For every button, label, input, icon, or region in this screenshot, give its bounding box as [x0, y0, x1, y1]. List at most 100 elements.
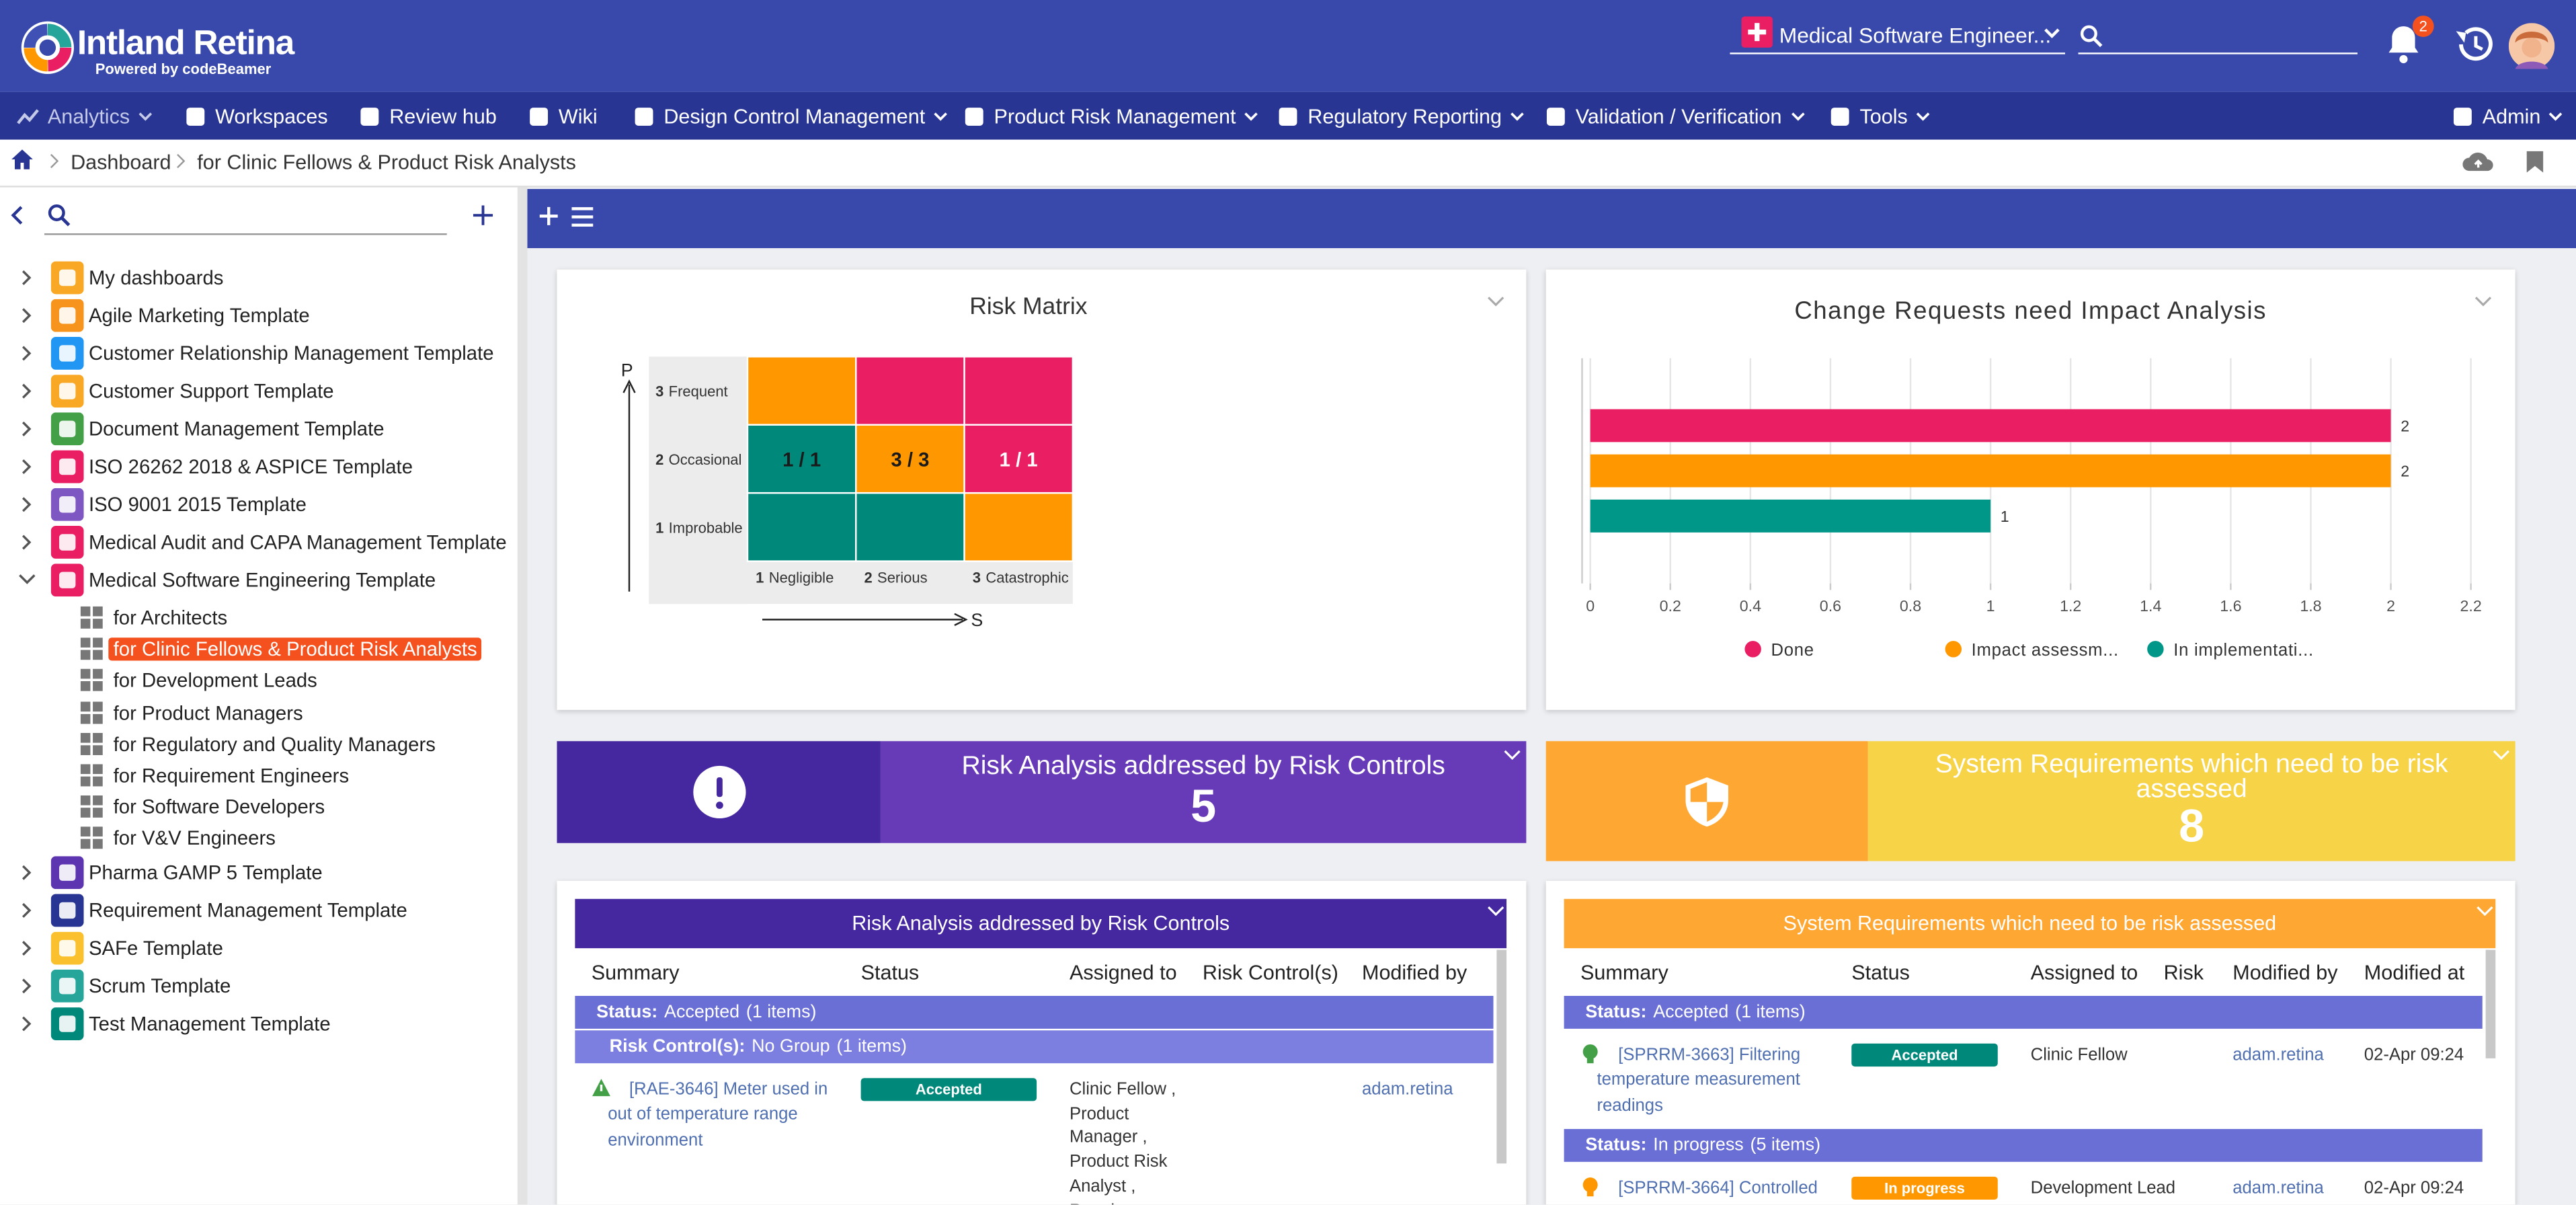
avatar[interactable]: [2508, 23, 2555, 69]
tree-item[interactable]: My dashboards: [88, 266, 224, 290]
search-icon[interactable]: [2080, 25, 2103, 48]
axis-label: S: [971, 610, 983, 630]
tree-item[interactable]: ISO 9001 2015 Template: [88, 493, 307, 516]
tree-item[interactable]: Medical Audit and CAPA Management Templa…: [88, 531, 507, 554]
home-icon[interactable]: [10, 148, 35, 171]
add-button[interactable]: [473, 205, 493, 225]
matrix-cell[interactable]: [855, 492, 965, 562]
collapse-button[interactable]: [10, 205, 25, 225]
bookmark-icon[interactable]: [2525, 149, 2544, 174]
group-row[interactable]: Risk Control(s): No Group (1 items): [575, 1030, 1494, 1064]
legend-swatch: [2147, 641, 2164, 658]
nav-item[interactable]: Analytics: [16, 104, 153, 130]
widget-menu[interactable]: [2476, 906, 2494, 919]
nav-item[interactable]: Workspaces: [184, 104, 328, 130]
bar[interactable]: [1590, 499, 1991, 533]
modified-by[interactable]: adam.retina: [2232, 1045, 2324, 1065]
item-link[interactable]: [RAE-3646] Meter used in out of temperat…: [608, 1079, 828, 1150]
icon-shape: [58, 458, 76, 475]
tree-item[interactable]: for Software Developers: [113, 795, 325, 819]
legend-label[interactable]: In implementati...: [2173, 641, 2314, 660]
tree-item[interactable]: ISO 26262 2018 & ASPICE Template: [88, 455, 413, 479]
tree-item[interactable]: Document Management Template: [88, 417, 385, 440]
tree-item-selected[interactable]: for Clinic Fellows & Product Risk Analys…: [108, 637, 483, 661]
expand-toggle[interactable]: [18, 572, 36, 588]
tree-item[interactable]: for Requirement Engineers: [113, 764, 350, 787]
matrix-cell[interactable]: [963, 356, 1074, 426]
expand-toggle[interactable]: [18, 941, 36, 957]
widget-menu[interactable]: [2474, 296, 2493, 309]
expand-toggle[interactable]: [18, 978, 36, 995]
expand-toggle[interactable]: [18, 534, 36, 550]
widget-menu[interactable]: [1503, 749, 1521, 763]
item-link[interactable]: [SPRRM-3663] Filtering temperature measu…: [1597, 1045, 1801, 1116]
nav-item[interactable]: Regulatory Reporting: [1277, 104, 1525, 130]
project-selector[interactable]: Medical Software Engineer...: [1779, 23, 2052, 48]
tree-item[interactable]: Requirement Management Template: [88, 899, 407, 923]
splitter[interactable]: [517, 187, 528, 1205]
icon-shape: [58, 345, 76, 362]
nav-item[interactable]: Validation / Verification: [1544, 104, 1804, 130]
search-underline[interactable]: [44, 233, 447, 235]
bar[interactable]: [1590, 409, 2391, 442]
widget-menu[interactable]: [2492, 749, 2510, 763]
nav-item[interactable]: Review hub: [358, 104, 497, 130]
toolbar-icons[interactable]: [539, 205, 605, 228]
nav-item[interactable]: Wiki: [527, 104, 598, 130]
expand-toggle[interactable]: [18, 421, 36, 437]
matrix-cell[interactable]: [963, 424, 1074, 494]
tree-item[interactable]: Medical Software Engineering Template: [88, 568, 436, 592]
tree-item[interactable]: for Architects: [113, 606, 228, 630]
dashboard-icon: [80, 764, 103, 787]
group-row[interactable]: Status: Accepted (1 items): [575, 996, 1494, 1029]
icon-shape: [80, 732, 91, 743]
history-icon[interactable]: [2453, 23, 2496, 66]
expand-toggle[interactable]: [18, 1016, 36, 1032]
tree-item[interactable]: Customer Support Template: [88, 379, 334, 403]
tree-item[interactable]: Agile Marketing Template: [88, 304, 310, 327]
nav-item[interactable]: Design Control Management: [633, 104, 949, 130]
legend-label[interactable]: Impact assessm...: [1972, 641, 2119, 660]
tree-item[interactable]: Scrum Template: [88, 975, 231, 999]
nav-item[interactable]: Tools: [1828, 104, 1931, 130]
nav-label: Validation / Verification: [1575, 105, 1782, 128]
tree-item[interactable]: Pharma GAMP 5 Template: [88, 861, 323, 885]
modified-by[interactable]: adam.retina: [2232, 1178, 2324, 1198]
search-underline[interactable]: [2078, 52, 2358, 54]
icon-shape: [1488, 906, 1504, 917]
upload-icon[interactable]: [2462, 149, 2493, 172]
expand-toggle[interactable]: [18, 270, 36, 286]
expand-toggle[interactable]: [18, 865, 36, 881]
tree-item[interactable]: Customer Relationship Management Templat…: [88, 342, 494, 365]
widget-menu[interactable]: [1487, 906, 1505, 919]
widget-value: 5: [1191, 780, 1217, 832]
group-row[interactable]: Status: In progress (5 items): [1564, 1128, 2483, 1162]
tree-item[interactable]: for Development Leads: [113, 669, 317, 693]
matrix-cell[interactable]: [963, 492, 1074, 562]
expand-toggle[interactable]: [18, 383, 36, 399]
expand-toggle[interactable]: [18, 345, 36, 361]
nav-item[interactable]: Admin: [2451, 104, 2563, 130]
tree-item[interactable]: for V&V Engineers: [113, 827, 276, 851]
breadcrumb-link[interactable]: Dashboard: [71, 151, 171, 175]
tree-item[interactable]: for Product Managers: [113, 701, 303, 724]
expand-toggle[interactable]: [18, 307, 36, 323]
tree-item[interactable]: for Regulatory and Quality Managers: [113, 732, 436, 756]
tree-item[interactable]: SAFe Template: [88, 937, 223, 961]
expand-toggle[interactable]: [18, 496, 36, 512]
bar[interactable]: [1590, 454, 2391, 488]
legend-label[interactable]: Done: [1771, 641, 1814, 660]
expand-toggle[interactable]: [18, 459, 36, 475]
matrix-cell[interactable]: [746, 492, 857, 562]
expand-toggle[interactable]: [18, 903, 36, 919]
group-row[interactable]: Status: Accepted (1 items): [1564, 996, 2483, 1029]
matrix-cell[interactable]: [855, 356, 965, 426]
search-icon[interactable]: [48, 204, 71, 227]
matrix-cell[interactable]: [746, 356, 857, 426]
item-link[interactable]: [SPRRM-3664] Controlled: [1618, 1178, 1818, 1198]
bell-icon[interactable]: [2384, 23, 2423, 66]
widget-menu[interactable]: [1487, 296, 1505, 309]
modified-by[interactable]: adam.retina: [1361, 1079, 1453, 1099]
tree-item[interactable]: Test Management Template: [88, 1013, 331, 1036]
nav-item[interactable]: Product Risk Management: [963, 104, 1259, 130]
